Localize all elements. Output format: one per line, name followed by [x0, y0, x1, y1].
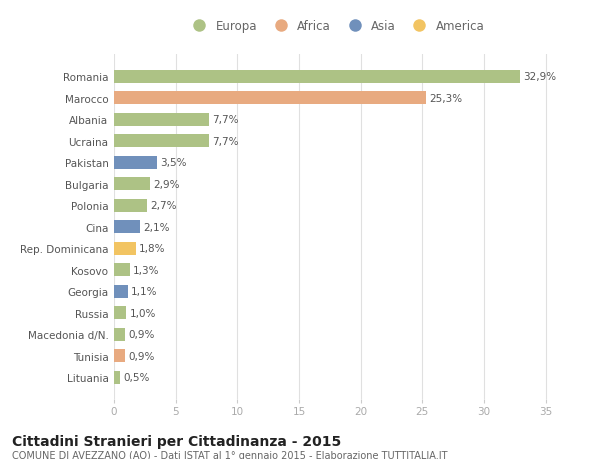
Text: 3,5%: 3,5%	[160, 158, 187, 168]
Text: 1,8%: 1,8%	[139, 244, 166, 254]
Bar	[114, 307, 127, 319]
Bar	[114, 285, 128, 298]
Text: 1,1%: 1,1%	[131, 286, 157, 297]
Bar	[114, 113, 209, 127]
Bar	[114, 199, 148, 212]
Text: 7,7%: 7,7%	[212, 136, 239, 146]
Bar	[114, 349, 125, 362]
Text: 7,7%: 7,7%	[212, 115, 239, 125]
Text: Cittadini Stranieri per Cittadinanza - 2015: Cittadini Stranieri per Cittadinanza - 2…	[12, 434, 341, 448]
Bar	[114, 157, 157, 169]
Legend: Europa, Africa, Asia, America: Europa, Africa, Asia, America	[187, 20, 485, 33]
Bar	[114, 371, 120, 384]
Text: 0,9%: 0,9%	[128, 330, 155, 339]
Bar	[114, 221, 140, 234]
Text: 1,3%: 1,3%	[133, 265, 160, 275]
Bar	[114, 135, 209, 148]
Bar	[114, 328, 125, 341]
Bar	[114, 71, 520, 84]
Text: 2,7%: 2,7%	[151, 201, 177, 211]
Bar	[114, 263, 130, 276]
Bar	[114, 92, 426, 105]
Bar	[114, 178, 150, 191]
Text: 2,9%: 2,9%	[153, 179, 179, 189]
Text: 0,5%: 0,5%	[123, 372, 149, 382]
Text: 0,9%: 0,9%	[128, 351, 155, 361]
Text: 2,1%: 2,1%	[143, 222, 169, 232]
Text: 1,0%: 1,0%	[130, 308, 156, 318]
Text: 25,3%: 25,3%	[429, 94, 462, 104]
Text: COMUNE DI AVEZZANO (AQ) - Dati ISTAT al 1° gennaio 2015 - Elaborazione TUTTITALI: COMUNE DI AVEZZANO (AQ) - Dati ISTAT al …	[12, 450, 448, 459]
Bar	[114, 242, 136, 255]
Text: 32,9%: 32,9%	[523, 72, 556, 82]
